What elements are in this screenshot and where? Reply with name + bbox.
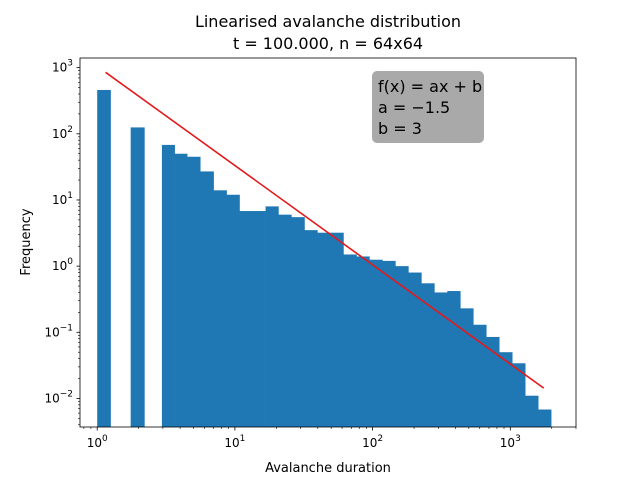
histogram-bar-9 — [252, 211, 266, 427]
annotation-slope: a = −1.5 — [378, 98, 450, 117]
y-tick-label-0: 10−2 — [44, 389, 73, 405]
y-tick-label-4: 102 — [52, 125, 73, 141]
histogram-bar-18 — [369, 259, 383, 427]
chart-subtitle: t = 100.000, n = 64x64 — [233, 34, 423, 53]
histogram-bar-15 — [330, 232, 344, 427]
histogram-bar-24 — [447, 291, 461, 427]
histogram-bar-29 — [512, 363, 526, 427]
histogram-bar-28 — [499, 352, 513, 427]
histogram-bar-23 — [434, 292, 448, 427]
histogram-bar-10 — [265, 206, 279, 427]
x-tick-label-2: 102 — [362, 434, 383, 450]
annotation-background — [372, 71, 484, 143]
histogram-bar-12 — [291, 217, 305, 427]
histogram-bar-17 — [356, 256, 370, 427]
histogram-bar-6 — [213, 190, 227, 427]
histogram-bars — [97, 89, 552, 428]
histogram-bar-4 — [187, 156, 201, 427]
histogram-bar-27 — [486, 336, 500, 427]
histogram-bar-19 — [382, 260, 396, 427]
x-tick-label-0: 100 — [87, 434, 108, 450]
histogram-bar-3 — [174, 153, 188, 428]
histogram-bar-22 — [421, 283, 435, 427]
histogram-bar-26 — [473, 324, 487, 427]
histogram-bar-11 — [278, 214, 292, 427]
annotation-intercept: b = 3 — [378, 119, 422, 138]
y-tick-label-2: 100 — [52, 257, 73, 273]
histogram-bar-0 — [97, 89, 111, 427]
chart-title: Linearised avalanche distribution — [195, 12, 461, 31]
x-tick-label-1: 101 — [224, 434, 245, 450]
histogram-bar-14 — [317, 232, 331, 427]
histogram-bar-25 — [460, 308, 474, 427]
y-tick-label-5: 103 — [52, 59, 73, 75]
histogram-bar-13 — [304, 230, 318, 427]
histogram-bar-30 — [525, 395, 539, 427]
x-axis-label: Avalanche duration — [265, 461, 391, 476]
plot-frame — [79, 57, 577, 428]
histogram-bar-31 — [538, 409, 552, 427]
y-tick-label-1: 10−1 — [44, 323, 73, 339]
y-tick-label-3: 101 — [52, 191, 73, 207]
x-axis-ticks: 100 101 102 103 — [83, 427, 577, 450]
annotation-formula: f(x) = ax + b — [378, 77, 482, 96]
histogram-bar-20 — [395, 266, 409, 427]
fit-line-group — [105, 71, 545, 389]
histogram-bar-16 — [343, 254, 357, 427]
fit-line — [105, 71, 545, 389]
histogram-bar-7 — [226, 194, 240, 427]
y-axis-ticks: 10−2 10−1 100 101 102 103 — [44, 59, 80, 426]
y-axis-label: Frequency — [19, 208, 34, 275]
x-tick-label-3: 103 — [500, 434, 521, 450]
histogram-bar-8 — [239, 211, 253, 427]
fit-annotation-box: f(x) = ax + b a = −1.5 b = 3 — [372, 71, 484, 143]
histogram-bar-2 — [161, 144, 175, 427]
histogram-bar-21 — [408, 272, 422, 427]
histogram-bar-1 — [130, 127, 145, 427]
histogram-bar-5 — [200, 171, 214, 427]
